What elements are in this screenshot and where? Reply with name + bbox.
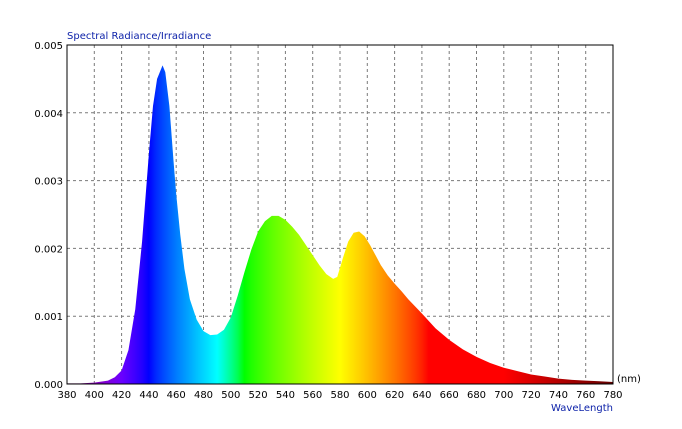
- y-tick-label: 0.001: [34, 312, 63, 323]
- x-tick-label: 580: [330, 390, 349, 401]
- x-tick-label: 560: [303, 390, 322, 401]
- x-tick-label: 680: [467, 390, 486, 401]
- x-tick-label: 460: [167, 390, 186, 401]
- x-tick-label: 600: [358, 390, 377, 401]
- x-tick-label: 480: [194, 390, 213, 401]
- plot-frame: [66, 44, 614, 385]
- x-tick-label: 780: [603, 390, 622, 401]
- x-tick-label: 660: [440, 390, 459, 401]
- x-tick-label: 760: [576, 390, 595, 401]
- x-tick-label: 740: [549, 390, 568, 401]
- x-tick-label: 540: [276, 390, 295, 401]
- y-tick-label: 0.005: [34, 41, 63, 52]
- y-tick-label: 0.003: [34, 177, 63, 188]
- x-tick-label: 500: [221, 390, 240, 401]
- x-tick-label: 700: [494, 390, 513, 401]
- x-tick-label: 720: [522, 390, 541, 401]
- x-tick-label: 440: [139, 390, 158, 401]
- spectrum-area: [67, 65, 613, 384]
- x-axis-label: WaveLength: [551, 403, 613, 414]
- y-axis-ticks: 0.000 0.001 0.002 0.003 0.004 0.005: [34, 41, 63, 391]
- x-tick-label: 400: [85, 390, 104, 401]
- x-axis-ticks: 380 400 420 440 460 480 500 520 540 560 580 600 620 6…: [57, 390, 622, 401]
- x-axis-unit: (nm): [617, 374, 641, 385]
- area-layer: [67, 65, 613, 384]
- x-tick-label: 640: [412, 390, 431, 401]
- x-tick-label: 520: [249, 390, 268, 401]
- x-tick-label: 420: [112, 390, 131, 401]
- y-tick-label: 0.002: [34, 244, 63, 255]
- x-tick-label: 380: [57, 390, 76, 401]
- y-tick-label: 0.004: [34, 109, 63, 120]
- chart-title: Spectral Radiance/Irradiance: [67, 31, 211, 42]
- x-tick-label: 620: [385, 390, 404, 401]
- grid-layer: [67, 45, 613, 384]
- y-tick-label: 0.000: [34, 380, 63, 391]
